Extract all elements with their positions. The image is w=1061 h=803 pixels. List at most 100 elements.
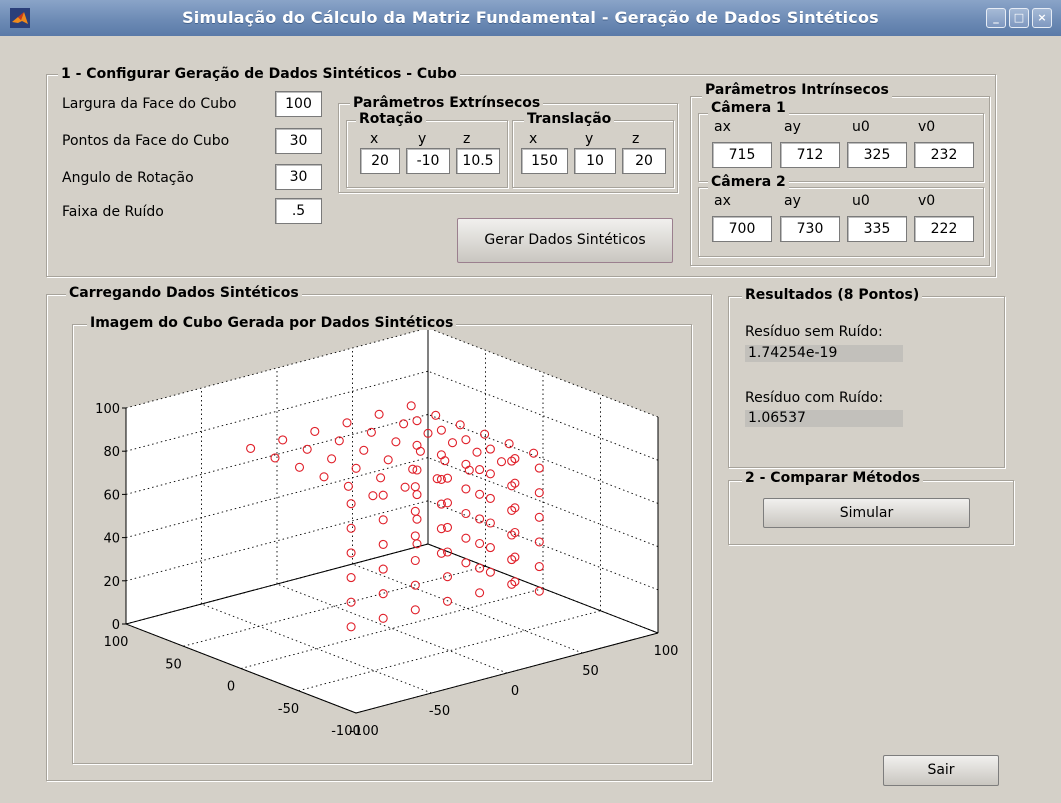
data-point [374,409,384,419]
translation-z-label: z [632,131,640,147]
data-point [529,448,539,458]
translation-panel-title: Translação [524,111,615,127]
y-tick-label: 100 [104,635,129,650]
data-point [510,552,520,562]
minimize-button[interactable]: _ [986,8,1006,28]
grid-line [352,563,583,654]
data-point [436,450,446,460]
maximize-button[interactable]: □ [1009,8,1029,28]
x-tick-label: -100 [349,724,379,739]
data-point [406,401,416,411]
exit-button[interactable]: Sair [883,755,999,786]
cam1-u0-label: u0 [852,119,870,135]
plot-floor-pane [126,544,658,713]
translation-y-field[interactable]: 10 [574,148,616,174]
data-point [366,427,376,437]
loading-panel [46,294,712,781]
residual-noise-label: Resíduo com Ruído: [745,390,884,406]
data-point [475,563,485,573]
data-point [442,522,453,532]
data-point [534,586,544,596]
data-point [399,419,409,429]
data-point [436,425,446,435]
simulate-button[interactable]: Simular [763,498,970,528]
rotation-z-field[interactable]: 10.5 [456,148,500,174]
close-button[interactable]: × [1032,8,1052,28]
results-panel-title: Resultados (8 Pontos) [742,287,923,303]
rotation-angle-field[interactable]: 30 [275,164,322,190]
cam1-v0-field[interactable]: 232 [914,142,974,168]
data-point [383,455,393,465]
data-point [475,538,485,549]
data-point [475,489,485,499]
grid-line [427,413,659,504]
data-point [461,435,471,445]
x-tick-label: 0 [511,684,519,699]
data-point [376,473,386,483]
rotation-panel-title: Rotação [356,111,426,127]
cam1-u0-field[interactable]: 325 [847,142,907,168]
y-tick-label: -50 [278,702,299,717]
camera1-panel [698,113,984,182]
x-tick-label: 100 [654,644,679,659]
x-tick-label: -50 [429,704,450,719]
data-point [346,499,356,509]
data-point [278,435,288,445]
data-point [461,558,471,568]
data-point [436,499,446,509]
data-point [442,596,453,606]
cam2-u0-field[interactable]: 335 [847,216,907,242]
data-point [436,474,446,484]
residual-no-noise-value: 1.74254e-19 [745,345,903,362]
translation-x-label: x [529,131,538,147]
generate-synthetic-data-button[interactable]: Gerar Dados Sintéticos [457,218,673,263]
cube-width-field[interactable]: 100 [275,91,322,117]
grid-line [431,330,659,418]
translation-x-field[interactable]: 150 [521,148,568,174]
z-tick-label: 60 [103,488,120,503]
data-point [504,439,514,449]
data-point [461,459,471,469]
cube-points-field[interactable]: 30 [275,128,322,154]
matlab-logo-icon [10,8,30,28]
data-point [431,410,441,420]
data-point [507,456,517,466]
cam2-ay-label: ay [784,193,801,209]
rotation-angle-label: Angulo de Rotação [62,170,194,186]
data-point [510,503,520,513]
x-tick-label: 50 [582,664,599,679]
data-point [485,543,495,553]
data-point [496,457,507,467]
y-tick-label: -100 [331,724,361,739]
data-point [378,515,388,525]
data-point [334,436,344,446]
noise-range-field[interactable]: .5 [275,198,322,224]
translation-z-field[interactable]: 20 [622,148,666,174]
data-point [412,465,422,475]
data-point [310,426,320,436]
data-point [412,490,422,500]
residual-noise-value: 1.06537 [745,410,903,427]
window-titlebar[interactable]: Simulação do Cálculo da Matriz Fundament… [0,0,1061,36]
z-tick-label: 0 [112,618,120,633]
cam2-v0-label: v0 [918,193,936,209]
cam1-ax-field[interactable]: 715 [712,142,772,168]
data-point [412,440,422,450]
rotation-x-field[interactable]: 20 [360,148,400,174]
config-panel [46,74,996,277]
data-point [507,579,517,589]
cam1-ay-field[interactable]: 712 [780,142,840,168]
data-point [327,454,337,464]
rotation-y-field[interactable]: -10 [406,148,450,174]
data-point [461,484,471,494]
data-point [343,481,353,491]
cam2-v0-field[interactable]: 222 [914,216,974,242]
cam1-ay-label: ay [784,119,801,135]
results-panel [728,296,1005,468]
extrinsic-panel-title: Parâmetros Extrínsecos [350,95,544,111]
data-point [461,533,471,543]
data-point [485,444,495,454]
data-point [442,547,453,557]
cam2-ax-field[interactable]: 700 [712,216,772,242]
cam2-ay-field[interactable]: 730 [780,216,840,242]
